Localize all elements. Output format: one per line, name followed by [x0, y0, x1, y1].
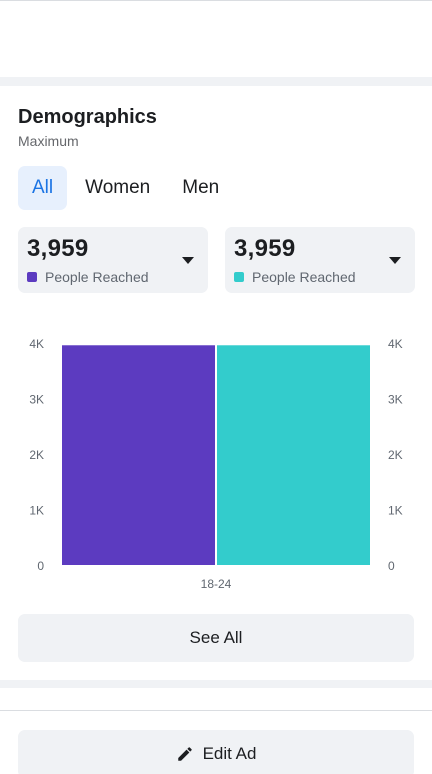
metric-label-right: People Reached [234, 269, 356, 285]
metric-value-left: 3,959 [27, 235, 89, 262]
tab-all[interactable]: All [18, 166, 68, 210]
y-tick-label-right: 0 [388, 559, 395, 573]
age-bar-chart: 0 0 1K 1K 2K 2K 3K 3K 4K 4K 18-24 [0, 331, 432, 601]
bar-series-1 [62, 345, 215, 565]
edit-ad-label: Edit Ad [202, 744, 257, 763]
metric-label-text-right: People Reached [252, 269, 356, 285]
legend-swatch-teal [234, 272, 244, 282]
previous-card [0, 0, 432, 77]
legend-swatch-purple [27, 272, 37, 282]
metric-selector-right[interactable]: 3,959 People Reached [225, 227, 415, 293]
section-subtitle: Maximum [18, 133, 79, 149]
x-tick-label: 18-24 [201, 577, 232, 591]
pencil-icon [177, 747, 192, 761]
gender-tabs: All Women Men [18, 166, 233, 210]
metric-selector-left[interactable]: 3,959 People Reached [18, 227, 208, 293]
actions-card: Edit Ad [0, 688, 432, 774]
metric-label-text-left: People Reached [45, 269, 149, 285]
see-all-button[interactable]: See All [18, 614, 414, 662]
chart-svg: 0 0 1K 1K 2K 2K 3K 3K 4K 4K 18-24 [29, 337, 403, 591]
y-tick-label-left: 3K [29, 393, 44, 407]
y-tick-label-left: 4K [29, 337, 44, 351]
demographics-card: Demographics Maximum All Women Men 3,959… [0, 86, 432, 680]
y-tick-label-right: 1K [388, 504, 403, 518]
y-tick-label-right: 4K [388, 337, 403, 351]
y-tick-label-left: 1K [29, 504, 44, 518]
y-tick-label-right: 2K [388, 448, 403, 462]
metric-value-right: 3,959 [234, 235, 296, 262]
y-tick-label-left: 0 [37, 559, 44, 573]
divider [0, 710, 432, 711]
caret-down-icon[interactable] [389, 257, 401, 264]
caret-down-icon[interactable] [182, 257, 194, 264]
tab-men[interactable]: Men [182, 177, 220, 198]
y-tick-label-left: 2K [29, 448, 44, 462]
edit-ad-button[interactable]: Edit Ad [18, 730, 414, 774]
bar-series-2 [217, 345, 370, 565]
metric-label-left: People Reached [27, 269, 149, 285]
y-tick-label-right: 3K [388, 393, 403, 407]
section-title: Demographics [18, 106, 157, 128]
tab-women[interactable]: Women [85, 177, 151, 198]
